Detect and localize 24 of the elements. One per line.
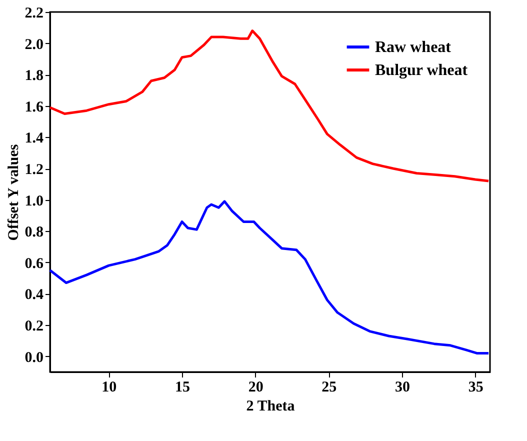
y-tick-label: 1.4 <box>24 130 44 147</box>
line-series <box>48 30 490 182</box>
legend-label: Raw wheat <box>375 39 452 56</box>
x-tick-label: 25 <box>322 380 337 396</box>
y-tick-label: 0.8 <box>24 224 44 241</box>
y-tick-label: 0.0 <box>24 350 44 366</box>
y-tick-label: 0.6 <box>24 256 44 272</box>
y-tick-label: 0.4 <box>24 287 44 304</box>
x-tick-label: 35 <box>468 380 484 396</box>
y-tick-label: 1.6 <box>24 99 44 116</box>
legend-label: Bulgur wheat <box>375 62 468 79</box>
x-tick-label: 10 <box>102 380 117 396</box>
y-tick-label: 1.8 <box>24 68 44 84</box>
y-tick-label: 2.0 <box>24 36 44 53</box>
line-series <box>48 200 490 354</box>
y-tick-label: 2.2 <box>24 6 44 22</box>
y-tick-label: 0.2 <box>24 318 44 335</box>
x-axis-title: 2 Theta <box>246 398 296 414</box>
x-tick-label: 15 <box>175 380 190 396</box>
x-tick-label: 30 <box>395 380 410 396</box>
y-tick-label: 1.2 <box>24 162 44 178</box>
x-tick-label: 20 <box>248 380 264 396</box>
y-tick-label: 1.0 <box>24 193 44 210</box>
y-axis-title: Offset Y values <box>6 144 22 241</box>
